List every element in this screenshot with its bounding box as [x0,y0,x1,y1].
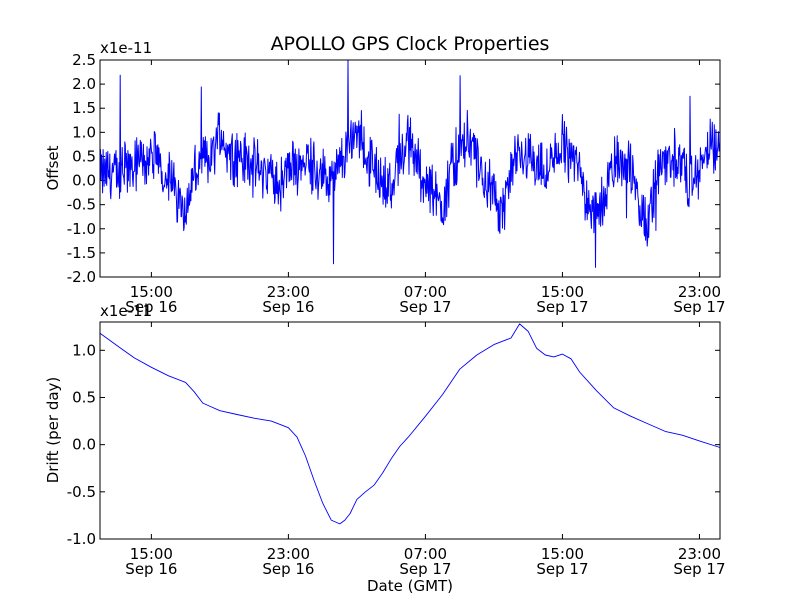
offset-y-tick-label: -1.0 [67,220,96,238]
drift-x-tick-time: 23:00 [678,545,721,563]
offset-x-tick-date: Sep 16 [125,298,177,316]
drift-x-tick-date: Sep 17 [399,560,451,578]
drift-series-group [99,323,721,525]
offset-y-tick-label: -2.0 [67,268,96,286]
drift-y-tick-label: -0.5 [67,483,96,501]
offset-x-tick-date: Sep 17 [399,298,451,316]
drift-y-axis-label: Drift (per day) [44,377,62,484]
drift-x-tick-date: Sep 17 [536,560,588,578]
offset-x-tick-time: 23:00 [267,283,310,301]
drift-x-tick-date: Sep 17 [673,560,725,578]
drift-x-axis-label: Date (GMT) [367,577,453,595]
offset-x-tick-time: 15:00 [130,283,173,301]
offset-ticks: -2.0-1.5-1.0-0.50.00.51.01.52.02.515:00S… [67,51,726,316]
offset-x-tick-time: 07:00 [404,283,447,301]
offset-series-group [99,59,721,268]
drift-x-tick-date: Sep 16 [262,560,314,578]
offset-axes-frame [99,59,721,278]
offset-series-line [99,59,721,268]
drift-y-tick-label: 0.0 [72,436,96,454]
offset-y-tick-label: 1.0 [72,123,96,141]
drift-x-tick-time: 15:00 [541,545,584,563]
offset-y-tick-label: 2.0 [72,75,96,93]
drift-y-tick-label: -1.0 [67,530,96,548]
drift-x-tick-date: Sep 16 [125,560,177,578]
offset-x-tick-date: Sep 17 [673,298,725,316]
offset-x-tick-time: 23:00 [678,283,721,301]
drift-scale-label: x1e-11 [100,302,152,320]
offset-y-tick-label: -1.5 [67,244,96,262]
offset-y-tick-label: 1.5 [72,99,96,117]
drift-y-tick-label: 0.5 [72,388,96,406]
offset-y-axis-label: Offset [44,145,62,190]
drift-y-tick-label: 1.0 [72,341,96,359]
offset-panel: -2.0-1.5-1.0-0.50.00.51.01.52.02.515:00S… [44,39,726,316]
drift-x-tick-time: 23:00 [267,545,310,563]
offset-y-tick-label: 0.5 [72,147,96,165]
chart-title: APOLLO GPS Clock Properties [271,33,550,55]
drift-axes-frame [99,321,721,540]
offset-y-tick-label: 0.0 [72,172,96,190]
offset-x-tick-date: Sep 16 [262,298,314,316]
drift-x-tick-time: 07:00 [404,545,447,563]
offset-x-tick-time: 15:00 [541,283,584,301]
offset-y-tick-label: -0.5 [67,196,96,214]
offset-x-tick-date: Sep 17 [536,298,588,316]
offset-scale-label: x1e-11 [100,39,152,57]
drift-x-tick-time: 15:00 [130,545,173,563]
offset-y-tick-label: 2.5 [72,51,96,69]
drift-series-line [99,323,721,525]
